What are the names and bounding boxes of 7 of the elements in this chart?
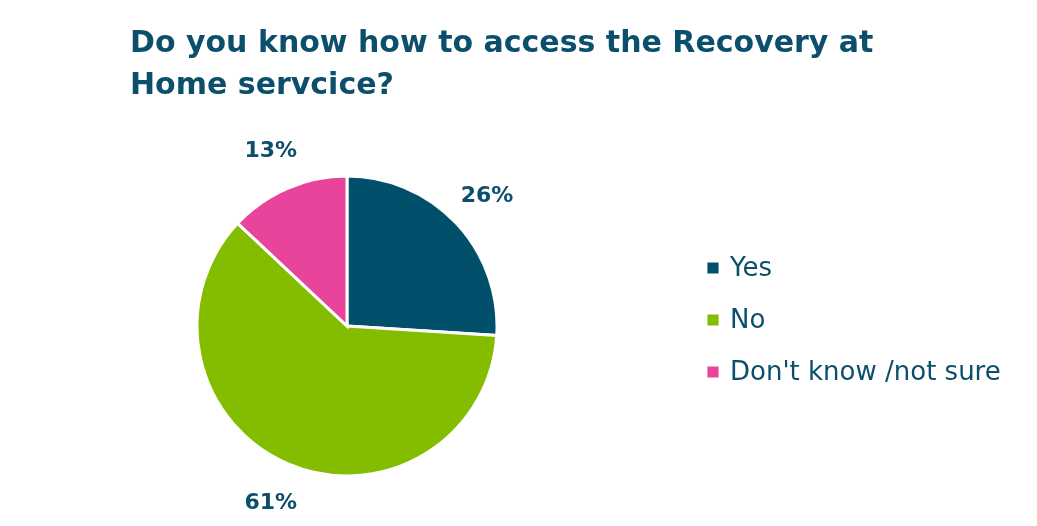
legend-label: Yes [729, 252, 772, 282]
legend-label: No [730, 304, 766, 334]
data-label: 26% [460, 181, 514, 207]
chart-title: Do you know how to access the Recovery at Home servcice? [130, 24, 874, 101]
data-label: 61% [244, 489, 298, 515]
legend-label: Don't know /not sure [730, 356, 1001, 386]
data-label: 13% [244, 136, 298, 162]
